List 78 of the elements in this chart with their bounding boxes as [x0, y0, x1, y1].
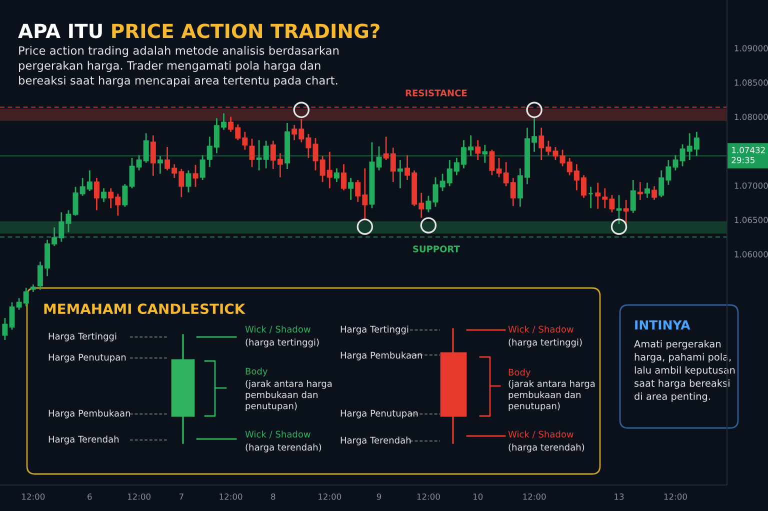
candlestick — [334, 168, 340, 183]
x-tick-label: 12:00 — [22, 493, 45, 500]
x-tick-label: 12:00 — [318, 493, 342, 500]
candlestick — [397, 159, 403, 189]
annotation: Harga Tertinggi — [48, 332, 116, 342]
y-tick-label: 1.09000 — [734, 45, 768, 52]
x-tick-label: 8 — [271, 493, 276, 500]
x-tick-label: 7 — [179, 494, 184, 500]
annotation: Body — [246, 368, 268, 376]
candlestick — [623, 199, 629, 227]
annotation: Wick / Shadow — [245, 326, 310, 334]
candlestick — [482, 144, 488, 164]
annotation: Wick / Shadow — [508, 326, 574, 334]
annotation: (harga terendah) — [508, 444, 584, 452]
candlestick — [426, 195, 432, 213]
candlestick — [101, 188, 106, 203]
candlestick — [150, 134, 156, 177]
text: Price action trading adalah metode analisis berdasarkan pergerakan harga. Trader mengamati pola harga dan bereaksi saat harga mencapai area tertentu pada chart. — [19, 46, 339, 87]
y-tick-label: 1.08500 — [734, 79, 768, 86]
ref-line-label: 1.07432 29:35 — [732, 146, 765, 164]
x-tick-label: 12:00 — [417, 493, 440, 500]
x-tick-label: 12:00 — [523, 493, 546, 500]
candlestick — [340, 163, 346, 191]
annotation: Wick / Shadow — [508, 430, 574, 438]
candlestick — [637, 181, 643, 201]
candlestick — [348, 177, 354, 201]
point — [293, 102, 310, 118]
annotation: Harga Pembukaan — [48, 410, 130, 418]
x-tick-label: 12:00 — [664, 493, 687, 500]
candlestick — [94, 177, 100, 211]
text: APA ITU PRICE ACTION TRADING? — [18, 24, 380, 38]
candlestick — [192, 164, 198, 188]
annotation: (harga tertinggi) — [508, 338, 582, 348]
band-label: RESISTANCE — [406, 90, 467, 96]
x-tick-label: 6 — [88, 493, 92, 500]
annotation: Wick / Shadow — [245, 430, 310, 438]
annotation: Body — [508, 368, 531, 378]
candlestick — [616, 194, 622, 225]
annotation: Harga Pembukaan — [340, 352, 422, 360]
point — [610, 218, 628, 235]
candlestick — [2, 317, 8, 341]
candlestick — [630, 179, 636, 214]
x-tick-label: 12:00 — [128, 493, 150, 500]
y-tick-label: 1.06500 — [734, 216, 768, 224]
candlestick — [249, 138, 255, 168]
text: MEMAHAMI CANDLESTICK — [44, 304, 246, 314]
annotation: (harga terendah) — [246, 444, 322, 452]
candlestick — [9, 302, 15, 330]
point — [526, 102, 542, 118]
point — [356, 218, 374, 235]
annotation: Harga Penutupan — [340, 410, 418, 418]
candlestick — [186, 170, 192, 194]
annotation: (jarak antara harga pembukaan dan penutupan) — [508, 380, 595, 412]
candlestick — [432, 176, 438, 208]
annotation: (harga tertinggi) — [246, 338, 319, 348]
x-tick-label: 13 — [614, 493, 624, 500]
candlestick — [489, 149, 495, 176]
annotation: Harga Terendah — [48, 436, 119, 444]
candlestick — [595, 182, 601, 210]
candlestick — [157, 155, 163, 174]
candlestick — [475, 139, 481, 161]
point — [420, 217, 437, 234]
candlestick — [652, 185, 658, 201]
x-tick-label: 12:00 — [220, 493, 242, 500]
candlestick — [312, 137, 318, 172]
annotation: Harga Penutupan — [48, 354, 126, 362]
y-tick-label: 1.07000 — [734, 182, 768, 189]
annotation: Harga Terendah — [340, 436, 411, 446]
band-label: SUPPORT — [413, 246, 460, 252]
candlestick — [376, 146, 382, 172]
candlestick — [644, 182, 650, 199]
annotation: (jarak antara harga pembukaan dan penutupan) — [246, 380, 332, 412]
text: INTINYA — [635, 320, 690, 330]
y-tick-label: 1.06000 — [734, 251, 768, 258]
y-tick-label: 1.08000 — [734, 114, 768, 120]
annotation: Harga Tertinggi — [340, 326, 408, 334]
x-tick-label: 9 — [376, 493, 382, 500]
x-tick-label: 10 — [473, 493, 483, 500]
